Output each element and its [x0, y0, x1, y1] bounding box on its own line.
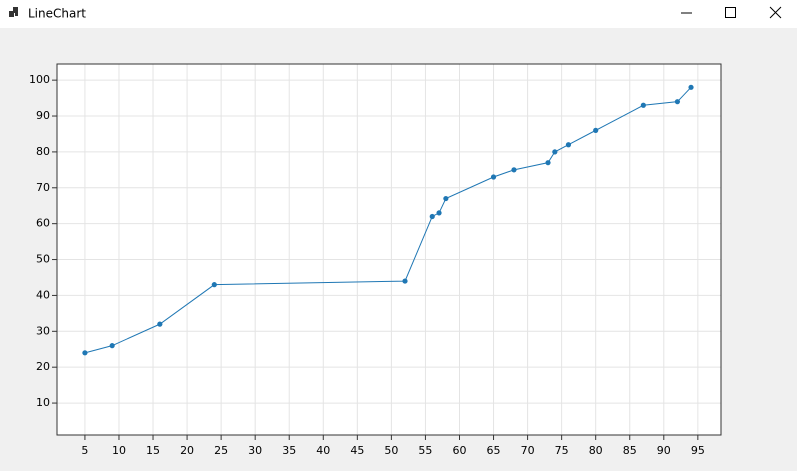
x-tick-label: 40 [316, 444, 330, 457]
x-tick-label: 20 [180, 444, 194, 457]
x-tick-label: 15 [146, 444, 160, 457]
y-tick-label: 20 [36, 360, 50, 373]
y-tick-label: 90 [36, 109, 50, 122]
maximize-button[interactable] [709, 0, 753, 28]
x-tick-label: 25 [214, 444, 228, 457]
data-point [640, 102, 646, 108]
title-bar [0, 0, 797, 28]
x-tick-label: 10 [112, 444, 126, 457]
x-tick-label: 75 [555, 444, 569, 457]
y-tick-label: 40 [36, 288, 50, 301]
x-tick-label: 45 [350, 444, 364, 457]
data-point [511, 167, 517, 173]
x-tick-label: 85 [623, 444, 637, 457]
x-tick-label: 30 [248, 444, 262, 457]
y-tick-label: 80 [36, 145, 50, 158]
y-tick-label: 100 [29, 73, 50, 86]
close-button[interactable] [753, 0, 797, 28]
app-icon [9, 7, 18, 17]
data-point [436, 210, 442, 216]
y-tick-label: 70 [36, 181, 50, 194]
x-tick-label: 5 [81, 444, 88, 457]
y-tick-label: 60 [36, 217, 50, 230]
data-point [545, 160, 551, 166]
y-tick-label: 50 [36, 253, 50, 266]
data-point [565, 142, 572, 148]
x-tick-label: 50 [384, 444, 398, 457]
x-tick-label: 65 [487, 444, 501, 457]
x-tick-label: 95 [691, 444, 705, 457]
data-point [593, 127, 599, 133]
x-tick-label: 35 [282, 444, 296, 457]
data-point [157, 321, 163, 327]
data-point [429, 213, 435, 220]
x-tick-label: 60 [452, 444, 466, 457]
data-point [552, 149, 558, 155]
plot-border [56, 63, 722, 436]
data-point [443, 195, 449, 202]
y-tick-label: 30 [36, 324, 50, 337]
data-point [490, 174, 497, 180]
x-tick-label: 70 [521, 444, 535, 457]
plot-area [57, 64, 721, 435]
data-point [674, 99, 681, 105]
y-tick-label: 10 [36, 396, 50, 409]
minimize-button[interactable] [665, 0, 709, 28]
x-tick-label: 80 [589, 444, 603, 457]
window-title: LineChart [28, 7, 86, 21]
data-point [109, 343, 115, 349]
x-tick-label: 55 [418, 444, 432, 457]
x-tick-label: 90 [657, 444, 671, 457]
data-point [688, 84, 694, 90]
data-point [211, 282, 217, 288]
data-point [82, 350, 88, 356]
data-point [402, 278, 408, 284]
